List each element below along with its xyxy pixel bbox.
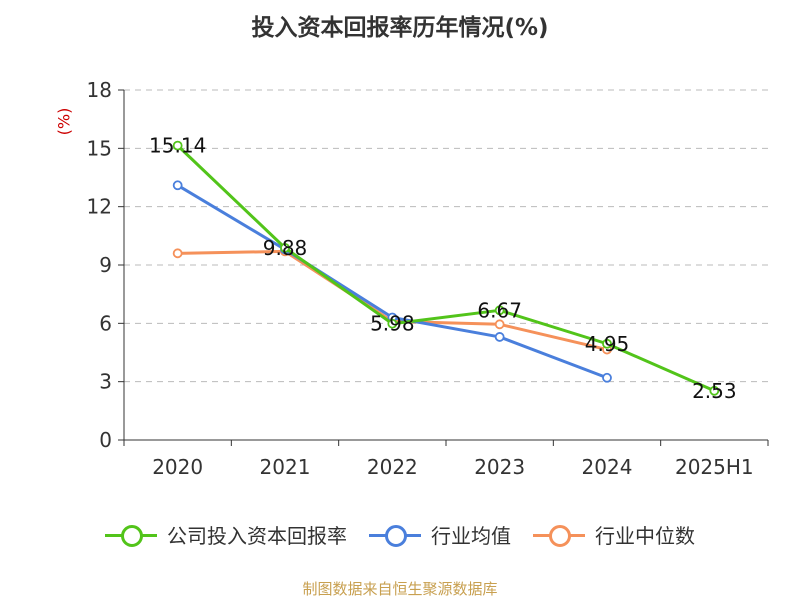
x-tick-label: 2021 — [260, 455, 311, 479]
legend-item[interactable]: 公司投入资本回报率 — [105, 520, 347, 549]
data-point — [602, 372, 612, 383]
y-tick-label: 9 — [99, 253, 112, 277]
legend-marker-icon — [533, 524, 585, 547]
data-label: 4.95 — [585, 332, 630, 356]
data-point — [172, 140, 183, 151]
y-tick-label: 6 — [99, 311, 112, 335]
legend: 公司投入资本回报率 行业均值 行业中位数 — [0, 520, 800, 549]
data-label: 2.53 — [692, 379, 737, 403]
data-point — [709, 385, 720, 396]
legend-label: 行业中位数 — [595, 524, 695, 548]
series-line-1 — [176, 183, 608, 380]
legend-label: 公司投入资本回报率 — [167, 524, 347, 548]
legend-label: 行业均值 — [431, 524, 511, 548]
legend-marker-icon — [369, 524, 421, 547]
y-tick-label: 18 — [87, 78, 112, 102]
x-tick-label: 2025H1 — [675, 455, 754, 479]
legend-item[interactable]: 行业中位数 — [533, 520, 695, 549]
y-tick-label: 0 — [99, 428, 112, 452]
data-point — [494, 332, 505, 342]
y-tick-label: 12 — [87, 195, 112, 219]
data-point — [494, 305, 505, 316]
data-label: 9.88 — [263, 236, 308, 260]
data-label: 6.67 — [477, 298, 522, 322]
data-point — [602, 338, 612, 349]
data-point — [494, 319, 505, 330]
series-line-0 — [176, 144, 715, 393]
chart-title: 投入资本回报率历年情况(%) — [251, 15, 549, 41]
data-point — [172, 248, 183, 259]
y-tick-label: 15 — [87, 136, 112, 160]
data-point — [280, 242, 290, 253]
data-label: 15.14 — [149, 134, 206, 158]
data-point — [387, 318, 398, 329]
data-point — [172, 180, 183, 191]
x-tick-label: 2020 — [152, 455, 203, 479]
data-label: 5.98 — [370, 312, 415, 336]
legend-item[interactable]: 行业均值 — [369, 520, 511, 549]
y-tick-label: 3 — [99, 370, 112, 394]
source-note: 制图数据来自恒生聚源数据库 — [302, 580, 498, 598]
x-tick-label: 2024 — [582, 455, 633, 479]
x-tick-label: 2023 — [474, 455, 525, 479]
x-tick-label: 2022 — [367, 455, 418, 479]
legend-marker-icon — [105, 524, 157, 547]
